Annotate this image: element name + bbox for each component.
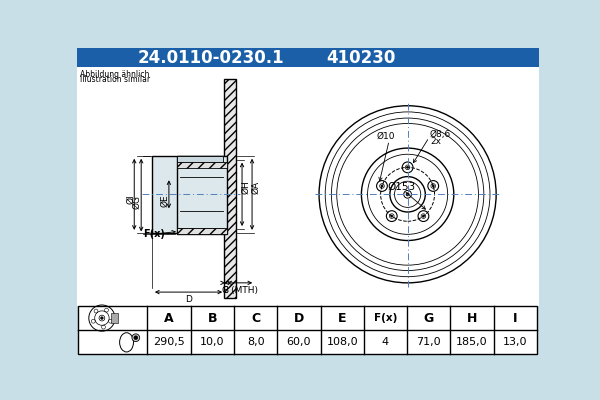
- Bar: [77, 67, 539, 306]
- Text: 10,0: 10,0: [200, 337, 224, 347]
- Circle shape: [101, 317, 103, 319]
- Bar: [78, 306, 537, 354]
- Text: F(x): F(x): [143, 229, 166, 239]
- Text: 60,0: 60,0: [287, 337, 311, 347]
- Text: 108,0: 108,0: [326, 337, 358, 347]
- Bar: [77, 48, 539, 67]
- Bar: [176, 156, 223, 162]
- Text: 185,0: 185,0: [456, 337, 488, 347]
- Text: I: I: [513, 312, 518, 324]
- Text: 2x: 2x: [431, 138, 442, 146]
- Circle shape: [406, 166, 409, 168]
- Text: Ø10: Ø10: [377, 132, 395, 141]
- Text: Ø153: Ø153: [388, 182, 416, 192]
- Circle shape: [432, 185, 434, 187]
- Text: 13,0: 13,0: [503, 337, 527, 347]
- Bar: [176, 162, 227, 168]
- Text: ØH: ØH: [241, 180, 250, 194]
- Text: 24.0110-0230.1: 24.0110-0230.1: [138, 49, 284, 67]
- Text: A: A: [164, 312, 174, 324]
- Text: F(x): F(x): [374, 313, 397, 323]
- Text: ØI: ØI: [126, 194, 135, 204]
- Text: 4: 4: [382, 337, 389, 347]
- Text: C (MTH): C (MTH): [222, 286, 258, 295]
- Bar: [111, 314, 118, 323]
- Text: 71,0: 71,0: [416, 337, 441, 347]
- Bar: [152, 156, 224, 233]
- Text: D: D: [185, 295, 192, 304]
- Text: H: H: [467, 312, 477, 324]
- Circle shape: [406, 193, 409, 196]
- Bar: [176, 228, 223, 234]
- Text: 410230: 410230: [327, 49, 396, 67]
- Text: Abbildung ähnlich: Abbildung ähnlich: [80, 70, 149, 78]
- Circle shape: [381, 185, 383, 187]
- Text: B: B: [221, 286, 228, 295]
- Text: 290,5: 290,5: [153, 337, 185, 347]
- Circle shape: [134, 336, 138, 340]
- Text: D: D: [294, 312, 304, 324]
- Bar: [176, 156, 227, 234]
- Text: E: E: [338, 312, 346, 324]
- Text: ØG: ØG: [133, 195, 142, 209]
- Text: Illustration similar: Illustration similar: [80, 75, 150, 84]
- Circle shape: [422, 215, 425, 217]
- Text: 8,0: 8,0: [247, 337, 265, 347]
- Text: C: C: [251, 312, 260, 324]
- Circle shape: [391, 215, 393, 217]
- Text: ØE: ØE: [161, 194, 170, 207]
- Text: Ø8,6: Ø8,6: [429, 130, 451, 139]
- Bar: [224, 79, 236, 298]
- Text: ØA: ØA: [251, 181, 260, 194]
- Text: G: G: [424, 312, 434, 324]
- Bar: [176, 228, 227, 234]
- Text: B: B: [208, 312, 217, 324]
- Circle shape: [132, 334, 140, 342]
